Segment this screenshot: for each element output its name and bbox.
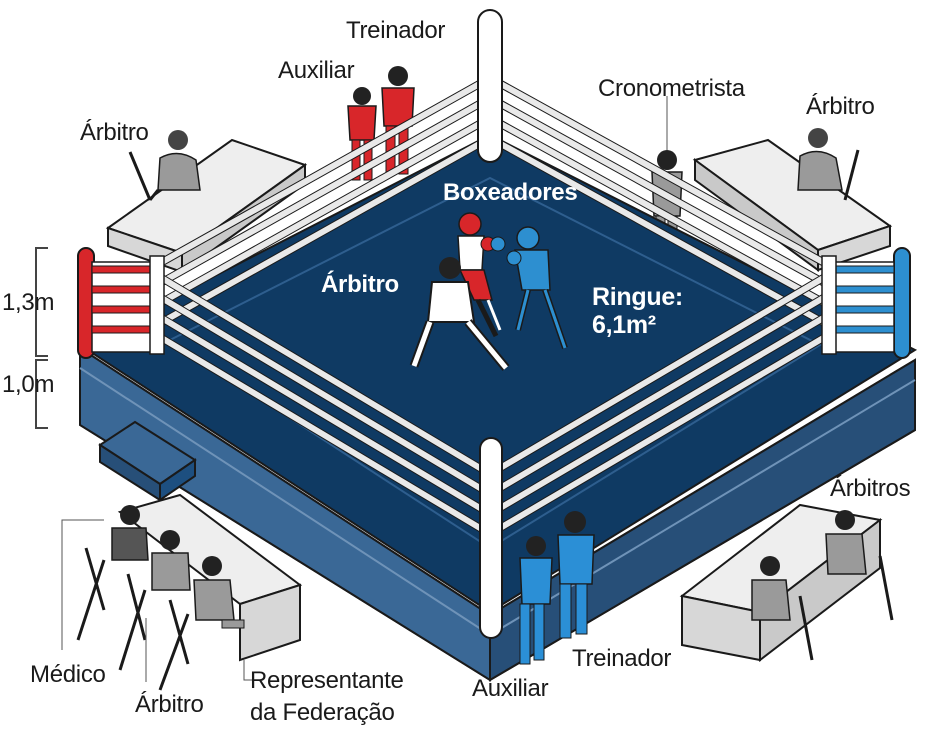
label-assistant-top: Auxiliar [278,57,355,84]
blue-corner [821,247,911,359]
referee-ring-figure [409,257,510,371]
label-doctor: Médico [30,661,106,688]
front-ropes [154,269,831,539]
label-judge-right: Árbitro [806,93,875,120]
label-platform-height: 1,0m [2,371,55,398]
boxer-red-figure [457,212,502,338]
label-assistant-bottom: Auxiliar [472,675,549,702]
label-boxers: Boxeadores [443,179,578,206]
label-federation-line1: Representante [250,667,404,694]
doctor-figure [76,505,149,641]
judge-left-figure [128,130,201,201]
label-rope-height: 1,3m [2,289,55,316]
label-ring-referee: Árbitro [321,271,399,298]
leader-lines [61,519,252,682]
corner-post-front [479,437,503,639]
federation-rep-figure [158,556,245,691]
coach-blue-figures [519,511,595,665]
red-corner [77,247,165,359]
label-federation-line2: da Federação [250,699,395,726]
label-coach-bottom: Treinador [572,645,672,672]
judge-front-right-2 [825,510,894,621]
referee-seated-figure [118,530,191,671]
judge-right-figure [797,128,860,201]
label-timekeeper: Cronometrista [598,75,745,102]
label-coach-top: Treinador [346,17,446,44]
label-judge-bottom: Árbitro [135,691,204,718]
judge-front-right-1 [751,556,814,661]
label-judge-left: Árbitro [80,119,149,146]
boxer-blue-figure [490,226,568,349]
officials-table-left [117,493,303,662]
label-ring-size-title: Ringue: [592,283,683,311]
height-bracket [35,247,48,429]
ring-canvas-inner [167,176,823,550]
label-judges: Árbitros [830,475,911,502]
label-ring-size-value: 6,1m² [592,311,656,339]
back-ropes [154,73,831,331]
corner-post-back [477,9,503,163]
ring-steps [98,420,197,502]
